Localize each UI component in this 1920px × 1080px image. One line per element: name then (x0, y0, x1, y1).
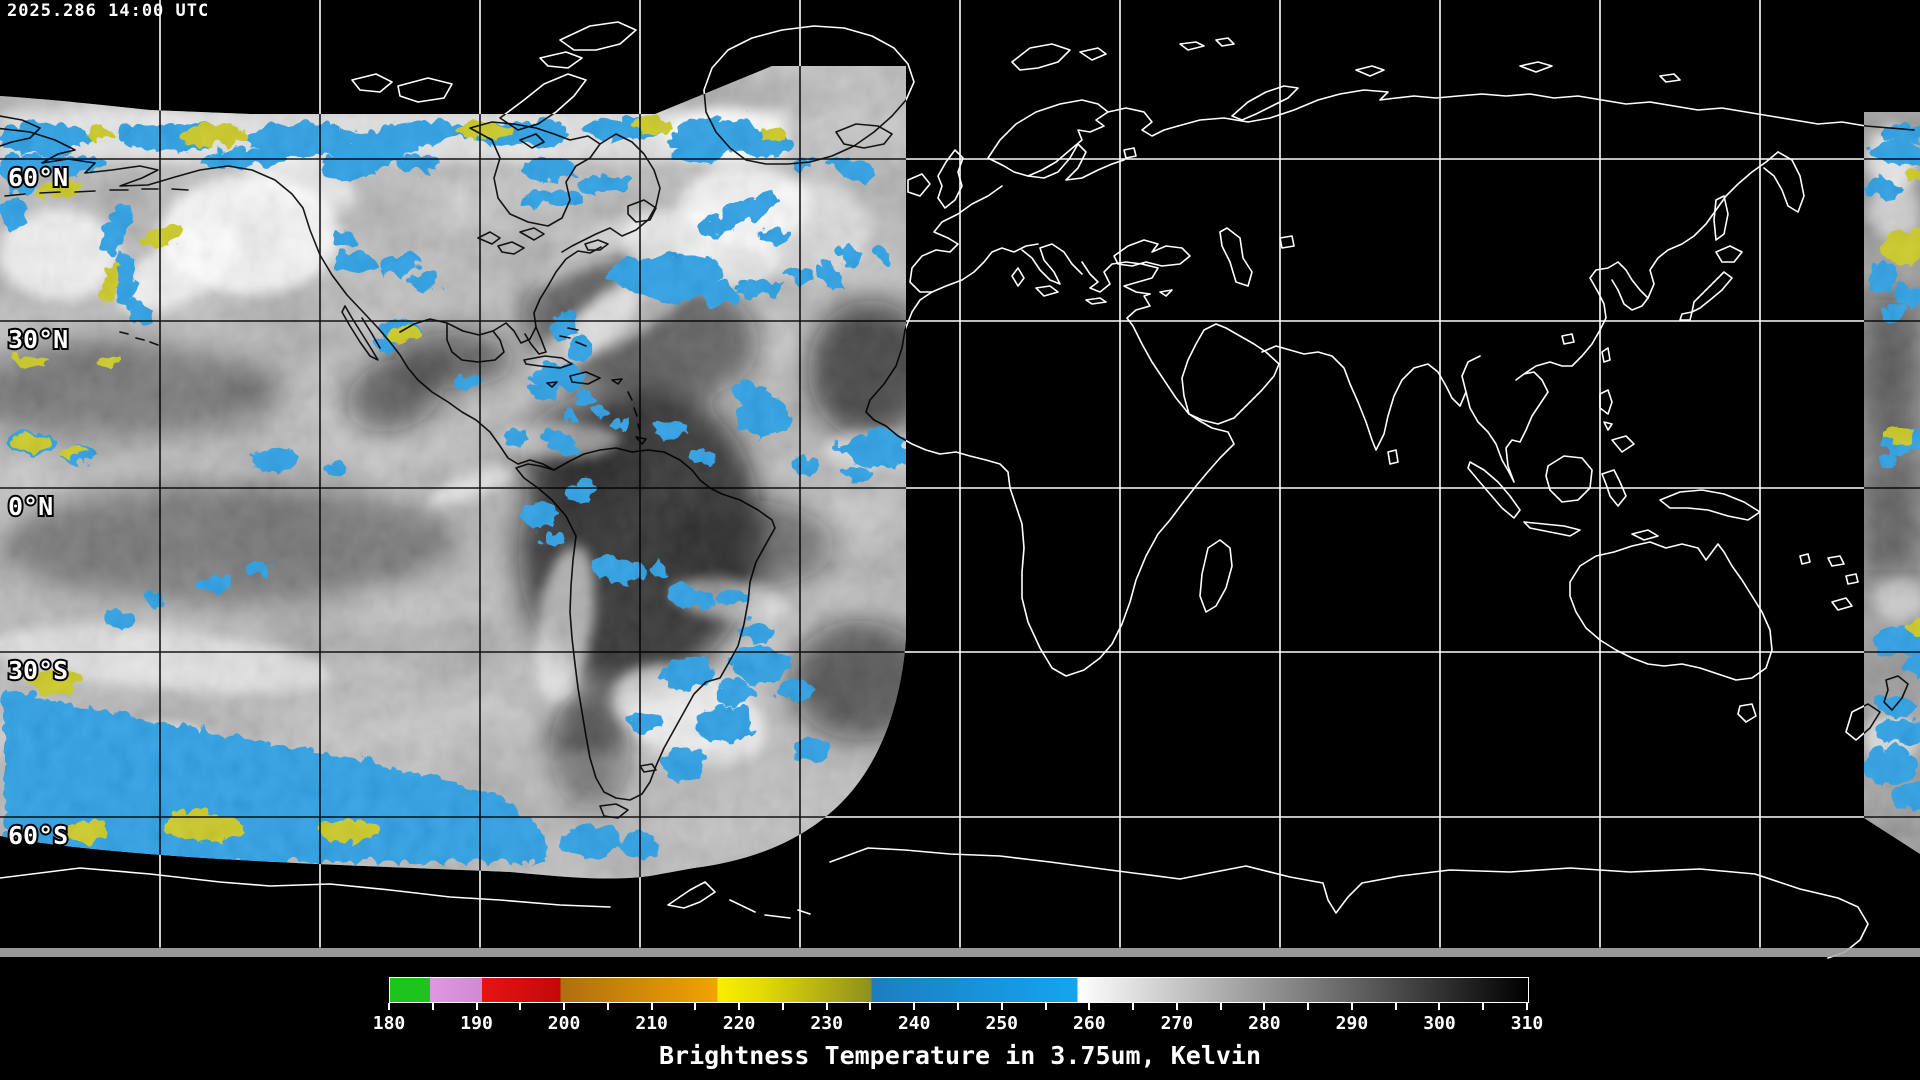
colorbar-ticks (388, 1003, 1529, 1011)
latitude-labels: 60°N 30°N 0°N 30°S 60°S (6, 161, 70, 852)
colorbar-tick (1263, 1003, 1266, 1010)
colorbar-tick-label: 200 (547, 1013, 581, 1034)
colorbar-tick (1526, 1003, 1528, 1010)
colorbar-tick (1175, 1003, 1178, 1010)
colorbar-tick-label: 220 (722, 1013, 756, 1034)
colorbar-tick-label: 280 (1248, 1013, 1281, 1034)
latitude-label: 30°S (8, 656, 68, 685)
colorbar-tick-label: 180 (372, 1013, 406, 1034)
colorbar-title: Brightness Temperature in 3.75um, Kelvin (658, 1041, 1262, 1070)
colorbar-tick (1307, 1003, 1310, 1010)
colorbar-tick-label: 260 (1073, 1013, 1106, 1034)
colorbar-tick (1088, 1003, 1091, 1010)
colorbar-tick (1350, 1003, 1353, 1010)
colorbar-tick (519, 1003, 522, 1010)
colorbar-tick (738, 1003, 741, 1010)
colorbar-tick (650, 1003, 653, 1010)
timestamp-label: 2025.286 14:00 UTC (7, 1, 210, 21)
colorbar-tick (1219, 1003, 1222, 1010)
colorbar-tick (694, 1003, 697, 1010)
colorbar-tick (1000, 1003, 1003, 1010)
colorbar: 180 190 200 210 220 230 240 250 260 270 280 290 300 3… (373, 977, 1544, 1037)
colorbar-tick (563, 1003, 566, 1010)
colorbar-tick-label: 270 (1160, 1013, 1194, 1034)
latitude-label: 30°N (8, 325, 68, 354)
colorbar-tick (913, 1003, 916, 1010)
colorbar-tick-label: 290 (1335, 1013, 1369, 1034)
colorbar-tick (869, 1003, 872, 1010)
colorbar-tick-label: 250 (985, 1013, 1019, 1034)
colorbar-tick-label: 240 (897, 1013, 931, 1034)
colorbar-tick-labels: 180 190 200 210 220 230 240 250 260 270 280 290 300 3… (373, 1013, 1544, 1037)
colorbar-tick (606, 1003, 609, 1010)
map-bottom-strip (0, 948, 1920, 957)
colorbar-tick (431, 1003, 434, 1010)
latitude-label: 0°N (8, 492, 53, 521)
latitude-label: 60°S (8, 821, 68, 850)
colorbar-tick (1394, 1003, 1397, 1010)
colorbar-tick-label: 210 (635, 1013, 668, 1034)
colorbar-tick-label: 310 (1510, 1013, 1544, 1034)
colorbar-tick-label: 190 (460, 1013, 493, 1034)
colorbar-tick-label: 300 (1423, 1013, 1456, 1034)
colorbar-gradient (389, 977, 1529, 1003)
colorbar-tick (1044, 1003, 1047, 1010)
latitude-label: 60°N (8, 163, 68, 192)
colorbar-tick (781, 1003, 784, 1010)
colorbar-tick (957, 1003, 959, 1010)
colorbar-tick (475, 1003, 478, 1010)
colorbar-tick (1132, 1003, 1135, 1010)
colorbar-tick (388, 1003, 390, 1010)
colorbar-tick-label: 230 (810, 1013, 843, 1034)
colorbar-tick (1438, 1003, 1441, 1010)
colorbar-tick (825, 1003, 828, 1010)
colorbar-tick (1482, 1003, 1485, 1010)
